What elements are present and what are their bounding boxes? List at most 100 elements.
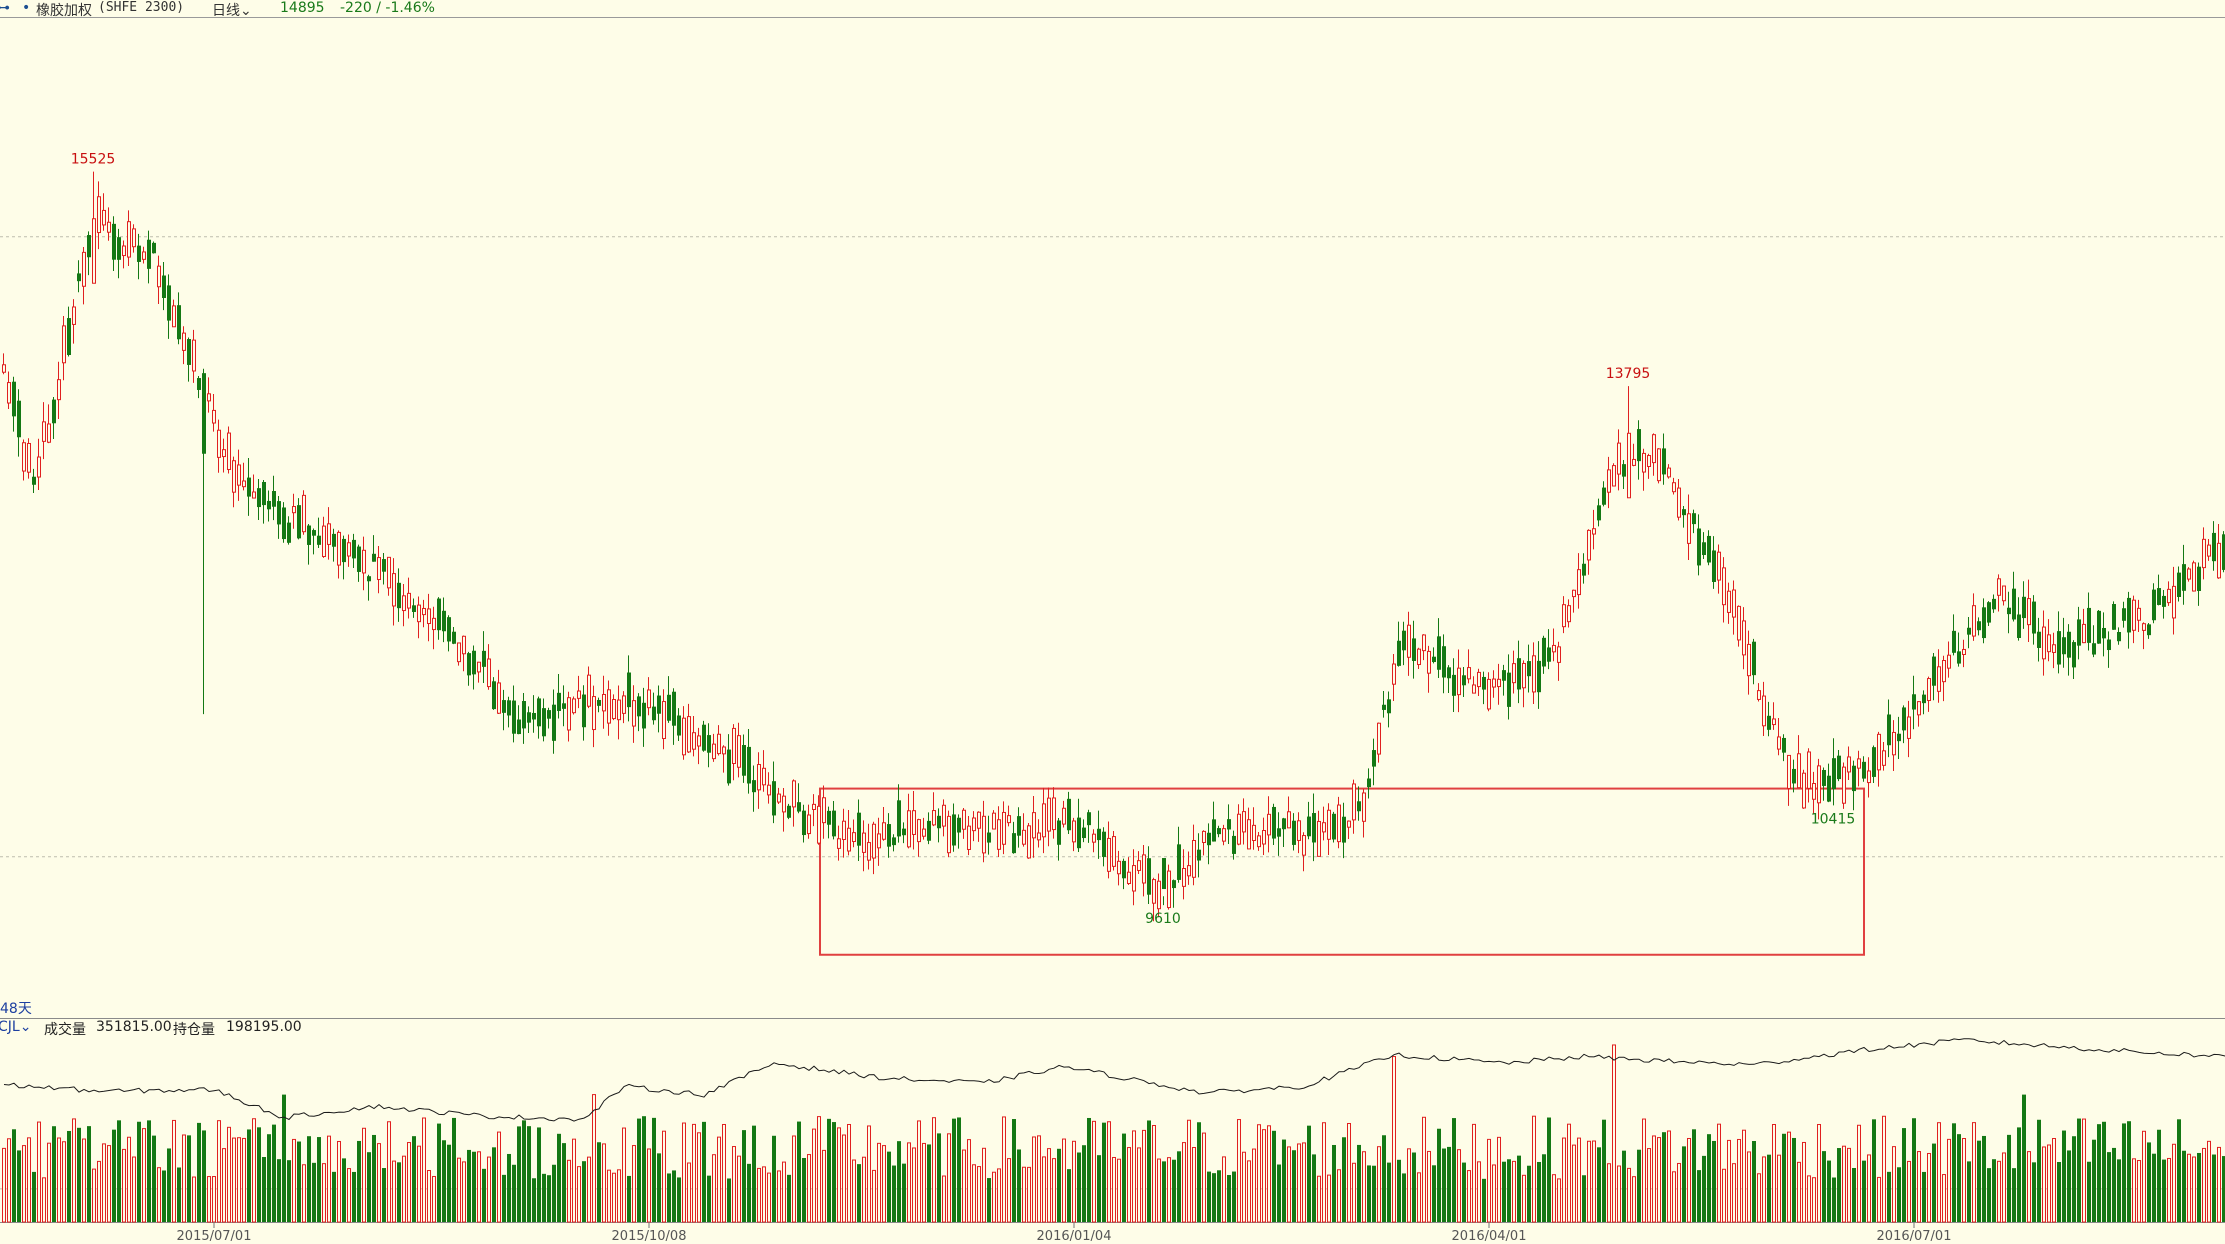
candle [102, 193, 106, 231]
candle [767, 772, 771, 804]
candle [1097, 810, 1101, 859]
candle [242, 462, 246, 491]
candle [637, 693, 641, 732]
volume-bar [432, 1175, 436, 1223]
candle [1927, 676, 1931, 712]
volume-bar [1352, 1162, 1356, 1223]
volume-bar [652, 1117, 656, 1222]
period-selector[interactable]: 日线⌄ [212, 0, 252, 20]
volume-bar [1197, 1122, 1201, 1222]
volume-bar [2197, 1152, 2201, 1222]
date-tick-label: 2015/10/08 [612, 1229, 687, 1244]
volume-bar [1187, 1119, 1191, 1223]
volume-bar [1122, 1133, 1126, 1222]
candle [157, 255, 161, 304]
candle [992, 810, 996, 830]
volume-bar [1357, 1144, 1361, 1222]
volume-value: 351815.00 [96, 1019, 172, 1035]
highlight-box [819, 787, 1865, 956]
candle [1042, 787, 1046, 854]
volume-bar [887, 1151, 891, 1222]
candle [572, 696, 576, 715]
volume-bar [392, 1160, 396, 1223]
volume-bar [2157, 1129, 2161, 1222]
volume-bar [157, 1167, 161, 1223]
candle [2032, 595, 2036, 645]
volume-bar [132, 1156, 136, 1223]
candle [642, 687, 646, 747]
exchange-code: (SHFE 2300) [98, 0, 185, 15]
candle [467, 651, 471, 686]
volume-bar [1292, 1150, 1296, 1222]
volume-bar [702, 1121, 706, 1222]
candle [1302, 832, 1306, 872]
candle [1052, 787, 1056, 839]
volume-bar [922, 1142, 926, 1223]
candle [1137, 851, 1141, 875]
volume-bar [1092, 1120, 1096, 1223]
candle [137, 233, 141, 280]
candle [582, 685, 586, 741]
volume-bar [1992, 1159, 1996, 1222]
candle [1107, 821, 1111, 879]
candle [357, 544, 361, 582]
link-icon[interactable]: ⊶ [0, 0, 10, 16]
volume-bar [1017, 1149, 1021, 1222]
volume-bar [507, 1153, 511, 1222]
candle [2192, 560, 2196, 592]
candle [1307, 801, 1311, 840]
indicator-selector[interactable]: CJL⌄ [0, 1019, 31, 1035]
candle [732, 724, 736, 781]
candle [2037, 617, 2041, 662]
volume-bar [137, 1121, 141, 1222]
volume-bar [1922, 1171, 1926, 1222]
candle [1087, 809, 1091, 843]
volume-bar [1137, 1147, 1141, 1223]
volume-bar [227, 1126, 231, 1223]
volume-bar [57, 1137, 61, 1223]
candle [882, 807, 886, 841]
candle [2147, 622, 2151, 639]
candle [1047, 787, 1051, 847]
candle [192, 329, 196, 383]
volume-bar [1272, 1130, 1276, 1222]
candle [222, 438, 226, 473]
volume-bar [1857, 1124, 1861, 1223]
candle [112, 216, 116, 272]
candle [832, 800, 836, 840]
volume-bar [742, 1130, 746, 1222]
volume-bar [902, 1163, 906, 1222]
volume-bar [517, 1126, 521, 1222]
candle [412, 598, 416, 618]
candle [1902, 705, 1906, 744]
volume-bar [1707, 1134, 1711, 1222]
volume-bar [492, 1147, 496, 1222]
candle [1127, 857, 1131, 886]
candle [982, 800, 986, 863]
candle [1082, 819, 1086, 843]
candle [2042, 610, 2046, 676]
volume-bar [1572, 1144, 1576, 1223]
volume-bar [812, 1128, 816, 1223]
last-price: 14895 [280, 0, 325, 16]
volume-bar [1047, 1148, 1051, 1223]
volume-bar [1977, 1140, 1981, 1222]
volume-bar [1677, 1162, 1681, 1223]
candle [1577, 553, 1581, 609]
volume-bar [932, 1117, 936, 1223]
candle [1412, 620, 1416, 679]
volume-bar [1817, 1124, 1821, 1223]
candle [437, 597, 441, 640]
candle [1287, 796, 1291, 829]
candle [1322, 806, 1326, 841]
candle [1907, 700, 1911, 758]
volume-bar [672, 1170, 676, 1222]
volume-bar [787, 1174, 791, 1222]
candle [1652, 433, 1656, 476]
volume-bar [2077, 1118, 2081, 1222]
candle [1317, 810, 1321, 857]
symbol-name[interactable]: 橡胶加权 [36, 3, 92, 19]
candle [1717, 544, 1721, 594]
candle [607, 680, 611, 736]
